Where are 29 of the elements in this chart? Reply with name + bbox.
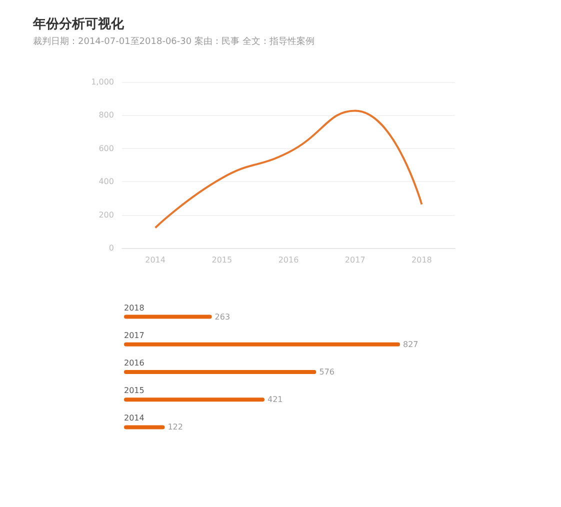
bar (124, 314, 212, 319)
x-tick-label: 2014 (145, 256, 166, 264)
y-tick-label: 0 (108, 244, 114, 252)
x-tick-label: 2017 (344, 256, 366, 264)
line-series (154, 110, 423, 229)
chart-title: 年份分析可视化 (33, 16, 124, 33)
y-tick-label: 2014 (124, 414, 144, 423)
x-tick-label: 2015 (212, 256, 232, 264)
data-label: 263 (214, 312, 230, 322)
y-tick-label: 600 (98, 144, 114, 153)
bar (124, 370, 316, 374)
y-tick-label: 400 (98, 177, 114, 186)
y-tick-label: 200 (98, 210, 114, 220)
bar (124, 425, 165, 430)
y-tick-label: 2016 (124, 358, 144, 368)
data-label: 122 (168, 422, 183, 432)
y-tick-label: 800 (98, 110, 114, 120)
data-label: 576 (319, 368, 335, 376)
chart-subtitle: 裁判日期：2014-07-01至2018-06-30 案由：民事 全文：指导性案例 (33, 35, 314, 48)
y-tick-label: 1,000 (91, 78, 114, 86)
data-label: 827 (403, 340, 418, 349)
bar (124, 398, 265, 402)
bar (124, 342, 400, 346)
data-label: 421 (268, 395, 283, 404)
x-tick-label: 2016 (278, 256, 299, 264)
y-tick-label: 2017 (124, 330, 144, 340)
y-tick-label: 2015 (124, 386, 144, 396)
y-tick-label: 2018 (124, 303, 144, 312)
x-tick-label: 2018 (412, 256, 432, 264)
